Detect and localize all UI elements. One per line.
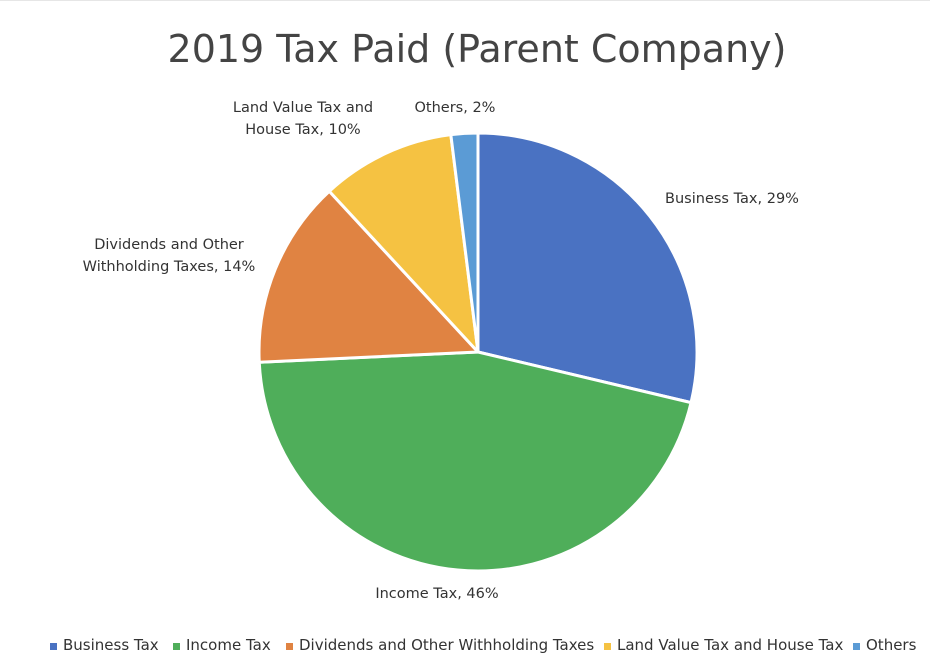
data-label-business-tax: Business Tax, 29%	[665, 191, 799, 207]
legend-label-income-tax: Income Tax	[186, 636, 271, 654]
data-label-others: Others, 2%	[415, 100, 496, 116]
legend-label-dividends-and-other-withholding-taxes: Dividends and Other Withholding Taxes	[299, 636, 594, 654]
legend-label-business-tax: Business Tax	[63, 636, 159, 654]
legend-label-others: Others	[866, 636, 917, 654]
legend-swatch-income-tax	[173, 643, 180, 650]
data-label-dividends-and-other-withholding-taxes-line2: Withholding Taxes, 14%	[83, 259, 256, 275]
pie-slice-business-tax	[476, 131, 699, 405]
data-label-dividends-and-other-withholding-taxes-line1: Dividends and Other	[94, 237, 244, 253]
legend: Business Tax Income Tax Dividends and Othe…	[50, 636, 917, 654]
legend-swatch-land-value-tax-and-house-tax	[604, 643, 611, 650]
data-labels: Business Tax, 29% Income Tax, 46% Dividend…	[83, 100, 799, 602]
data-label-land-value-tax-and-house-tax-line2: House Tax, 10%	[245, 122, 360, 138]
legend-label-land-value-tax-and-house-tax: Land Value Tax and House Tax	[617, 636, 843, 654]
legend-swatch-others	[853, 643, 860, 650]
legend-swatch-business-tax	[50, 643, 57, 650]
legend-swatch-dividends-and-other-withholding-taxes	[286, 643, 293, 650]
pie-slice-land-value-tax-and-house-tax	[327, 133, 480, 354]
pie-slice-income-tax	[257, 350, 693, 573]
pie-slice-dividends-and-other-withholding-taxes	[257, 189, 480, 364]
pie-slices	[257, 131, 699, 573]
data-label-income-tax: Income Tax, 46%	[375, 586, 498, 602]
chart-title: 2019 Tax Paid (Parent Company)	[168, 27, 787, 71]
pie-slice-others	[449, 131, 480, 354]
data-label-land-value-tax-and-house-tax-line1: Land Value Tax and	[233, 100, 373, 116]
